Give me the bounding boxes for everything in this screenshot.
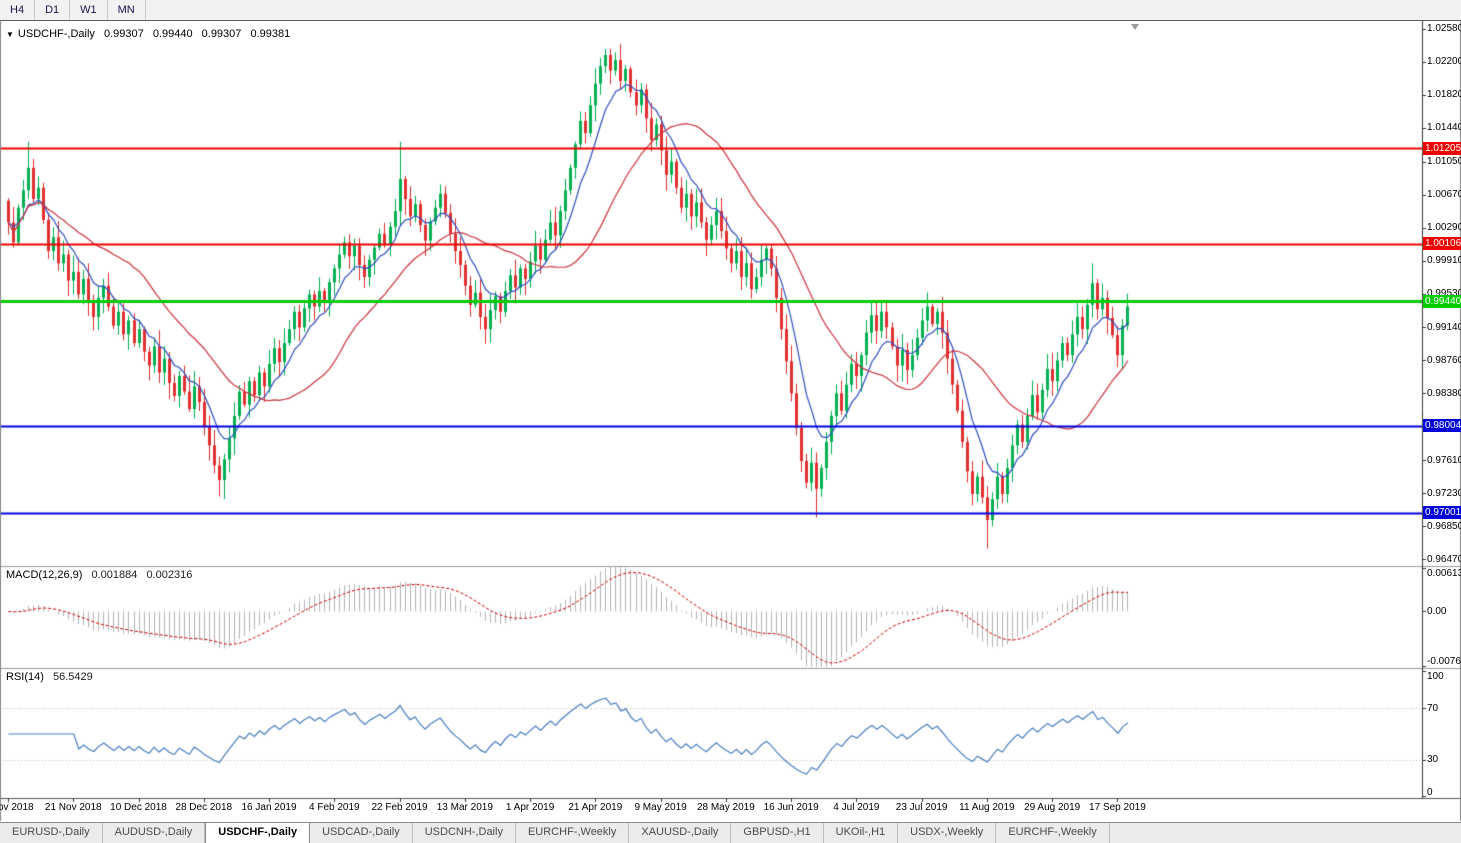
chart-tab-usdcnh-daily[interactable]: USDCNH-,Daily: [413, 823, 516, 843]
chart-tab-eurchf-weekly[interactable]: EURCHF-,Weekly: [996, 823, 1110, 843]
timeframe-button-w1[interactable]: W1: [70, 0, 108, 20]
chart-tab-xauusd-daily[interactable]: XAUUSD-,Daily: [629, 823, 732, 843]
chart-tab-eurchf-weekly[interactable]: EURCHF-,Weekly: [516, 823, 630, 843]
chart-tab-ukoil-h1[interactable]: UKOil-,H1: [824, 823, 899, 843]
timeframe-button-mn[interactable]: MN: [108, 0, 146, 20]
chart-tab-bar: EURUSD-,Daily AUDUSD-,Daily USDCHF-,Daily U…: [0, 822, 1461, 843]
chart-tab-audusd-daily[interactable]: AUDUSD-,Daily: [103, 823, 206, 843]
timeframe-button-h4[interactable]: H4: [0, 0, 36, 20]
timeframe-toolbar: H4 D1 W1 MN: [0, 0, 1461, 21]
chart-tab-eurusd-daily[interactable]: EURUSD-,Daily: [0, 823, 103, 843]
timeframe-button-d1[interactable]: D1: [35, 0, 71, 20]
chart-tab-gbpusd-h1[interactable]: GBPUSD-,H1: [731, 823, 824, 843]
chart-shift-marker-icon[interactable]: [1131, 24, 1140, 30]
chart-tab-usdx-weekly[interactable]: USDX-,Weekly: [898, 823, 997, 843]
chart-tab-usdcad-daily[interactable]: USDCAD-,Daily: [310, 823, 413, 843]
chart-dropdown-arrow-icon[interactable]: ▼: [6, 30, 14, 39]
chart-tab-usdchf-daily[interactable]: USDCHF-,Daily: [205, 823, 311, 843]
